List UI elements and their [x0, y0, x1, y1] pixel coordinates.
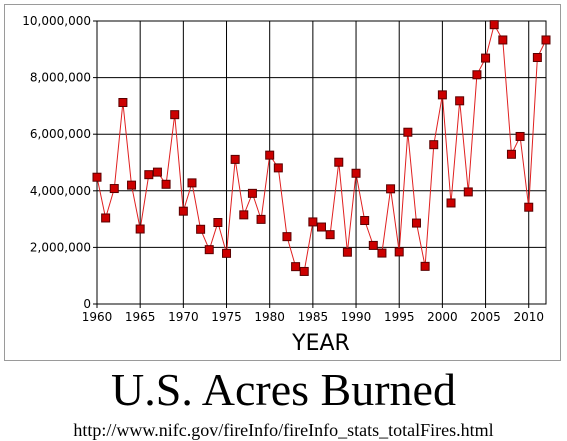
data-point	[213, 217, 223, 227]
data-point	[377, 248, 387, 258]
data-point	[541, 35, 551, 45]
data-point	[360, 216, 370, 226]
x-tick-label: 1985	[298, 310, 329, 324]
data-point	[446, 198, 456, 208]
x-tick-label: 1975	[211, 310, 242, 324]
data-point	[291, 262, 301, 272]
chart-frame: 0 2,000,000 4,000,000 6,000,000 8,000,000 10,…	[4, 4, 561, 361]
data-point	[532, 53, 542, 63]
data-point	[351, 168, 361, 178]
y-tick-label: 4,000,000	[30, 184, 91, 198]
y-axis: 0 2,000,000 4,000,000 6,000,000 8,000,000 10,…	[22, 14, 97, 311]
x-tick-label: 1970	[168, 310, 199, 324]
data-point	[273, 163, 283, 173]
x-tick-label: 1995	[384, 310, 415, 324]
x-tick-label: 1980	[254, 310, 285, 324]
data-point	[239, 210, 249, 220]
y-tick-label: 8,000,000	[30, 71, 91, 85]
data-point	[135, 224, 145, 234]
data-point	[152, 167, 162, 177]
data-point	[317, 222, 326, 232]
x-tick-label: 2000	[427, 310, 458, 324]
data-point	[429, 140, 439, 150]
data-point	[127, 180, 137, 190]
data-point	[334, 157, 344, 167]
data-point	[282, 232, 292, 242]
plot-area-border	[96, 20, 547, 305]
x-tick-label: 1990	[341, 310, 372, 324]
data-point	[92, 172, 102, 182]
data-point	[463, 187, 473, 197]
x-tick-label: 1965	[125, 310, 156, 324]
data-point	[256, 214, 266, 224]
data-point	[187, 178, 197, 188]
data-point	[230, 154, 240, 164]
x-axis-title: YEAR	[291, 331, 350, 356]
y-tick-label: 0	[83, 297, 91, 311]
grid	[96, 20, 546, 305]
data-point	[481, 53, 491, 63]
series	[92, 20, 551, 276]
data-point	[308, 217, 318, 227]
data-point	[196, 224, 206, 234]
data-point	[101, 213, 111, 223]
y-tick-label: 10,000,000	[22, 14, 91, 28]
x-tick-label: 2010	[513, 310, 544, 324]
data-point	[472, 70, 482, 80]
data-point	[455, 96, 465, 106]
data-point	[515, 131, 525, 141]
source-url: http://www.nifc.gov/fireInfo/fireInfo_st…	[73, 420, 494, 440]
data-point	[524, 202, 534, 212]
data-point	[118, 98, 128, 108]
data-point	[170, 110, 180, 120]
caption-title: U.S. Acres Burned	[111, 364, 456, 415]
data-point	[247, 188, 257, 198]
data-point	[204, 245, 214, 255]
data-point	[161, 179, 171, 189]
line-chart: 0 2,000,000 4,000,000 6,000,000 8,000,000 10,…	[22, 14, 551, 356]
y-tick-label: 6,000,000	[30, 127, 91, 141]
data-point	[325, 230, 335, 240]
data-point	[420, 261, 430, 271]
data-point	[403, 127, 413, 137]
data-point	[437, 90, 447, 100]
x-tick-label: 2005	[470, 310, 501, 324]
data-point	[265, 150, 275, 160]
data-point	[144, 170, 154, 180]
data-point	[178, 206, 188, 216]
data-point	[368, 240, 378, 250]
data-point	[222, 248, 232, 258]
data-point	[386, 184, 396, 194]
x-axis: 1960 1965 1970 1975 1980 1985 1990 1995 2000 2005…	[82, 304, 544, 324]
y-tick-label: 2,000,000	[30, 240, 91, 254]
x-tick-label: 1960	[82, 310, 113, 324]
data-point	[109, 184, 119, 194]
series-line	[96, 23, 547, 273]
data-point	[498, 35, 508, 45]
data-point	[394, 247, 404, 257]
data-point	[411, 218, 421, 228]
data-point	[506, 149, 516, 159]
data-point	[489, 20, 499, 30]
data-point	[299, 266, 309, 276]
data-point	[342, 247, 352, 257]
